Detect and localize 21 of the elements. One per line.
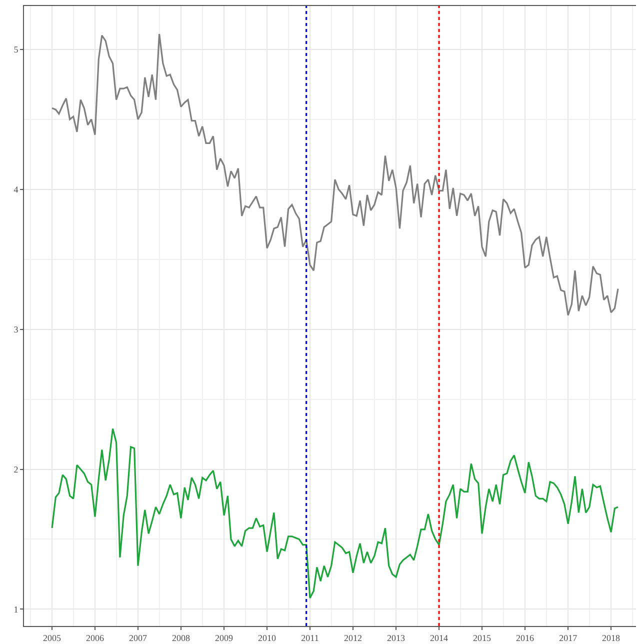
- x-tick-label: 2007: [128, 632, 148, 643]
- x-tick-label: 2012: [344, 632, 362, 643]
- y-tick-label: 1: [14, 604, 18, 614]
- line-series: [51, 428, 619, 599]
- x-tick-label: 2005: [43, 632, 62, 643]
- x-tick-label: 2017: [559, 632, 578, 643]
- y-tick-label: 3: [14, 324, 19, 334]
- y-tick-label: 5: [14, 44, 19, 55]
- y-tick-label: 2: [14, 464, 18, 474]
- x-tick-label: 2011: [301, 632, 319, 643]
- x-tick-label: 2015: [473, 632, 492, 643]
- line-series: [51, 33, 619, 316]
- y-tick-label: 4: [14, 184, 19, 194]
- x-tick-label: 2018: [602, 632, 621, 643]
- x-tick-label: 2010: [258, 632, 277, 643]
- x-tick-label: 2008: [172, 632, 190, 643]
- x-tick-label: 2016: [516, 632, 534, 643]
- x-tick-label: 2013: [387, 632, 406, 643]
- x-tick-label: 2014: [430, 632, 449, 643]
- x-tick-label: 2009: [215, 632, 234, 643]
- x-tick-label: 2006: [86, 632, 104, 643]
